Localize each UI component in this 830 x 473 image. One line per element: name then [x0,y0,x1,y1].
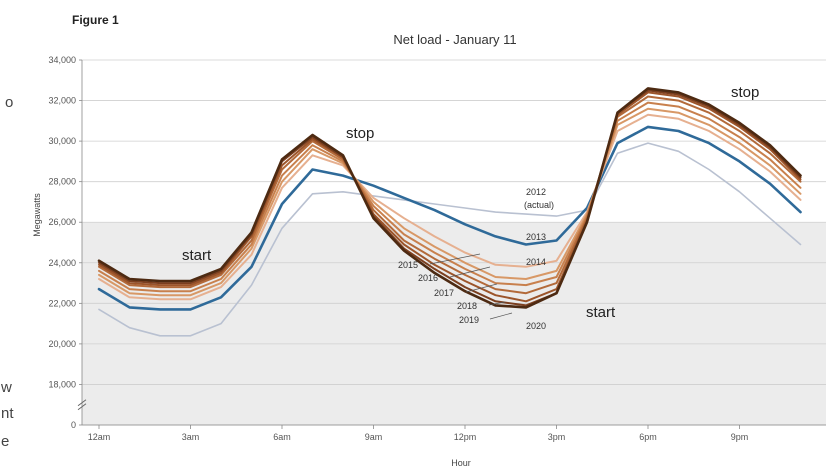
series-label: 2012 [526,187,546,197]
series-line [98,101,802,293]
series-line [98,91,802,303]
margin-text-fragments: o w nt e [0,94,14,450]
annotation-start: start [182,247,212,264]
series-labels: 2012(actual)2013201420152016201720182019… [398,187,554,331]
x-tick-label: 6pm [639,432,657,442]
chart-title: Net load - January 11 [393,32,516,47]
y-tick-label: 28,000 [48,177,76,187]
series-label: (actual) [524,200,554,210]
y-tick-label: 26,000 [48,217,76,227]
series-label: 2016 [418,273,438,283]
y-tick-label: 30,000 [48,136,76,146]
series-lines [97,87,802,337]
series-line [98,95,802,295]
series-line [98,107,802,297]
x-tick-label: 6am [273,432,291,442]
x-axis: 12am 3am 6am 9am 12pm 3pm 6pm 9pm [82,424,826,442]
leader-line [488,301,506,306]
series-label: 2014 [526,257,546,267]
series-line [97,125,802,311]
y-tick-label: 18,000 [48,379,76,389]
series-line [98,89,802,307]
leader-line [449,266,491,278]
x-tick-label: 12am [88,432,111,442]
y-tick-label: 20,000 [48,339,76,349]
leader-line [465,283,498,293]
leader-line [489,312,513,320]
x-tick-label: 9am [365,432,383,442]
series-label: 2018 [457,301,477,311]
series-line [98,113,802,301]
axis-break-mark [77,399,87,411]
margin-fragment: o [5,94,13,111]
x-tick-label: 12pm [454,432,477,442]
figure-label: Figure 1 [72,13,119,27]
y-axis-label: Megawatts [32,193,42,237]
series-label: 2020 [526,321,546,331]
series-label: 2013 [526,232,546,242]
y-tick-label: 22,000 [48,298,76,308]
series-label: 2019 [459,315,479,325]
margin-fragment: e [1,433,9,450]
annotation-stop: stop [731,84,759,101]
series-label: 2017 [434,288,454,298]
y-tick-label: 0 [71,420,76,430]
series-line [97,87,802,309]
series-label: 2015 [398,260,418,270]
x-tick-label: 3pm [548,432,566,442]
y-tick-label: 24,000 [48,258,76,268]
margin-fragment: nt [1,405,14,422]
y-axis: 34,000 32,000 30,000 28,000 26,000 24,000 22,0… [48,55,87,430]
y-tick-label: 32,000 [48,96,76,106]
annotation-start: start [586,304,616,321]
annotation-stop: stop [346,125,374,142]
x-tick-label: 9pm [731,432,749,442]
margin-fragment: w [0,379,12,396]
y-tick-label: 34,000 [48,55,76,65]
x-axis-label: Hour [451,458,471,468]
label-leader-lines [429,253,513,320]
series-line [98,142,802,337]
x-tick-label: 3am [182,432,200,442]
annotations: start stop start stop [182,84,759,321]
leader-line [429,253,481,265]
